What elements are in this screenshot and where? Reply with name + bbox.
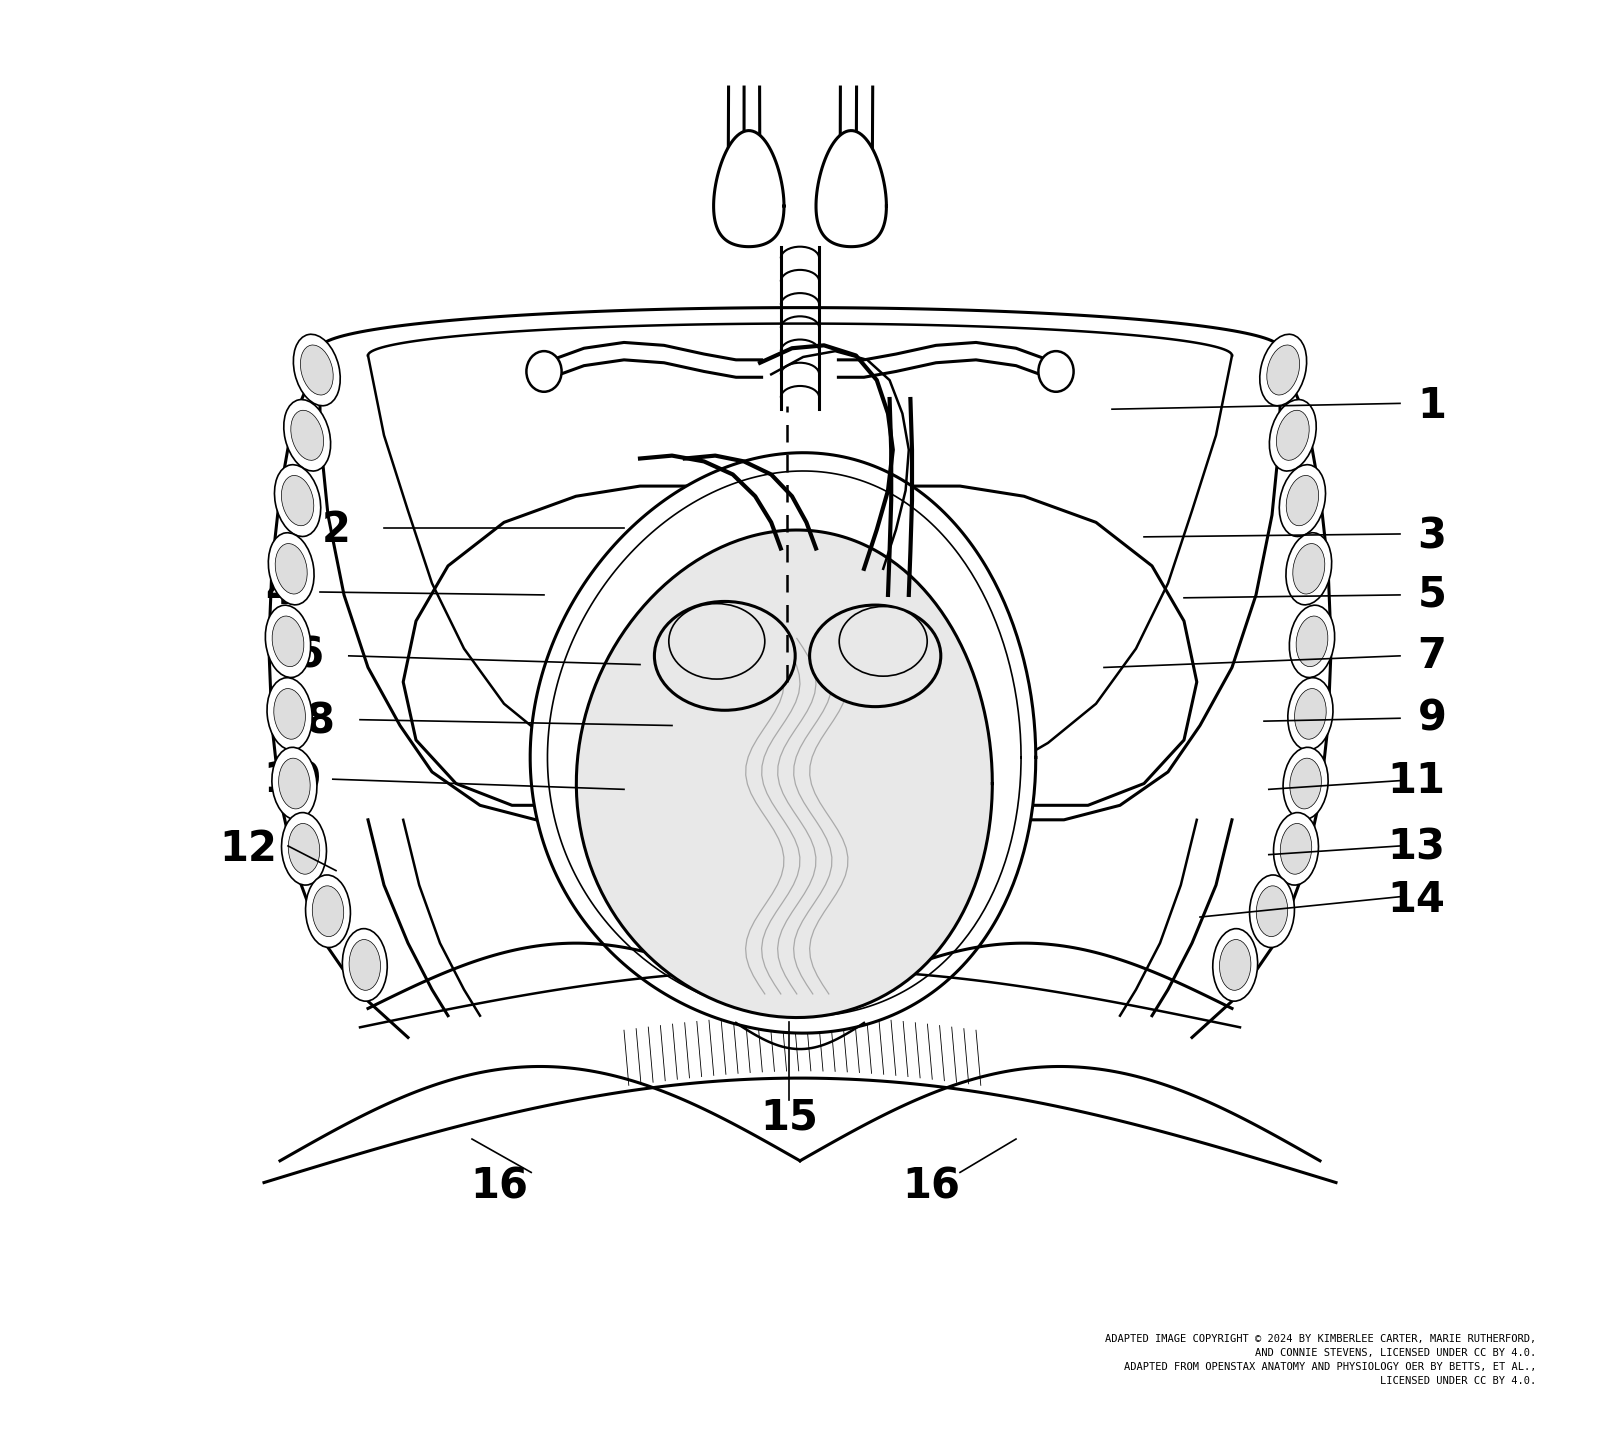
- Text: 1: 1: [1418, 386, 1446, 427]
- Ellipse shape: [275, 544, 307, 593]
- Ellipse shape: [288, 824, 320, 874]
- Ellipse shape: [669, 604, 765, 679]
- Ellipse shape: [1256, 887, 1288, 936]
- Ellipse shape: [1296, 617, 1328, 666]
- Text: 16: 16: [902, 1167, 960, 1207]
- Polygon shape: [714, 131, 784, 247]
- Ellipse shape: [301, 345, 333, 395]
- Ellipse shape: [342, 929, 387, 1001]
- Ellipse shape: [1259, 334, 1307, 406]
- Ellipse shape: [274, 689, 306, 739]
- Ellipse shape: [278, 759, 310, 808]
- Polygon shape: [530, 453, 1035, 1033]
- Ellipse shape: [272, 617, 304, 666]
- Ellipse shape: [282, 813, 326, 885]
- Ellipse shape: [1290, 605, 1334, 678]
- Ellipse shape: [275, 464, 320, 537]
- Text: ADAPTED IMAGE COPYRIGHT © 2024 BY KIMBERLEE CARTER, MARIE RUTHERFORD,
AND CONNIE: ADAPTED IMAGE COPYRIGHT © 2024 BY KIMBER…: [1104, 1333, 1536, 1386]
- Text: 12: 12: [219, 829, 277, 869]
- Ellipse shape: [349, 940, 381, 990]
- Ellipse shape: [1267, 345, 1299, 395]
- Text: 16: 16: [470, 1167, 528, 1207]
- Text: 9: 9: [1418, 698, 1446, 739]
- Ellipse shape: [1219, 940, 1251, 990]
- Ellipse shape: [1250, 875, 1294, 948]
- Text: 11: 11: [1387, 760, 1445, 801]
- Text: 3: 3: [1418, 517, 1446, 557]
- Text: 8: 8: [306, 701, 334, 741]
- Text: 7: 7: [1418, 636, 1446, 676]
- Ellipse shape: [269, 533, 314, 605]
- Ellipse shape: [267, 678, 312, 750]
- Ellipse shape: [810, 605, 941, 707]
- Text: 13: 13: [1387, 827, 1445, 868]
- Ellipse shape: [1274, 813, 1318, 885]
- Ellipse shape: [283, 399, 331, 472]
- Text: 5: 5: [1418, 575, 1446, 615]
- Ellipse shape: [1294, 689, 1326, 739]
- Ellipse shape: [1213, 929, 1258, 1001]
- Ellipse shape: [1269, 399, 1317, 472]
- Ellipse shape: [1280, 824, 1312, 874]
- Ellipse shape: [1293, 544, 1325, 593]
- Ellipse shape: [838, 607, 928, 676]
- Text: 4: 4: [266, 572, 294, 612]
- Text: 14: 14: [1387, 879, 1445, 920]
- Ellipse shape: [312, 887, 344, 936]
- Ellipse shape: [293, 334, 341, 406]
- Ellipse shape: [291, 411, 323, 460]
- Ellipse shape: [1286, 476, 1318, 525]
- Ellipse shape: [1290, 759, 1322, 808]
- Ellipse shape: [1283, 747, 1328, 820]
- Ellipse shape: [654, 602, 795, 711]
- Ellipse shape: [306, 875, 350, 948]
- Ellipse shape: [1280, 464, 1325, 537]
- Text: 6: 6: [294, 636, 323, 676]
- Text: 15: 15: [760, 1097, 818, 1138]
- Text: 2: 2: [322, 509, 350, 550]
- Ellipse shape: [1286, 533, 1331, 605]
- Polygon shape: [816, 131, 886, 247]
- Ellipse shape: [282, 476, 314, 525]
- Text: 10: 10: [264, 760, 322, 801]
- Ellipse shape: [526, 351, 562, 392]
- Ellipse shape: [1277, 411, 1309, 460]
- Polygon shape: [576, 530, 992, 1017]
- Ellipse shape: [1038, 351, 1074, 392]
- Ellipse shape: [266, 605, 310, 678]
- Ellipse shape: [272, 747, 317, 820]
- Ellipse shape: [1288, 678, 1333, 750]
